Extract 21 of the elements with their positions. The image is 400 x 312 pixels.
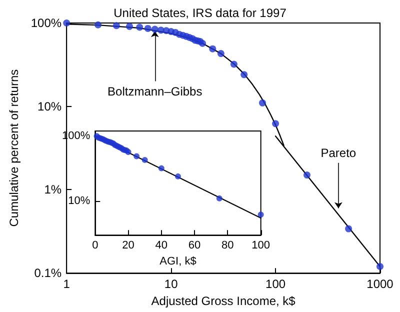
x-axis-title: Adjusted Gross Income, k$ [151,294,296,308]
x-tick-label: 20 [122,240,134,252]
x-tick-label: 1 [63,277,70,292]
annotation: Pareto [320,146,356,160]
x-tick-label: 100 [252,240,270,252]
y-axis-title: Cumulative percent of returns [7,69,21,227]
x-tick-label: 100 [266,277,286,292]
chart-title: United States, IRS data for 1997 [114,6,287,20]
y-tick-label: 100% [30,16,62,30]
y-tick-label: 0.1% [34,266,62,280]
x-tick-label: 40 [155,240,168,252]
x-tick-label: 0 [92,240,98,252]
x-tick-label: 1000 [366,277,394,292]
y-tick-label: 10% [68,195,90,208]
x-tick-label: 60 [188,240,201,252]
x-axis-title: AGI, k$ [160,256,196,268]
annotation: Boltzmann–Gibbs [108,84,202,98]
x-tick-label: 10 [164,277,178,292]
y-tick-label: 10% [38,99,62,114]
y-tick-label: 1% [44,182,62,197]
x-tick-label: 80 [222,240,234,252]
